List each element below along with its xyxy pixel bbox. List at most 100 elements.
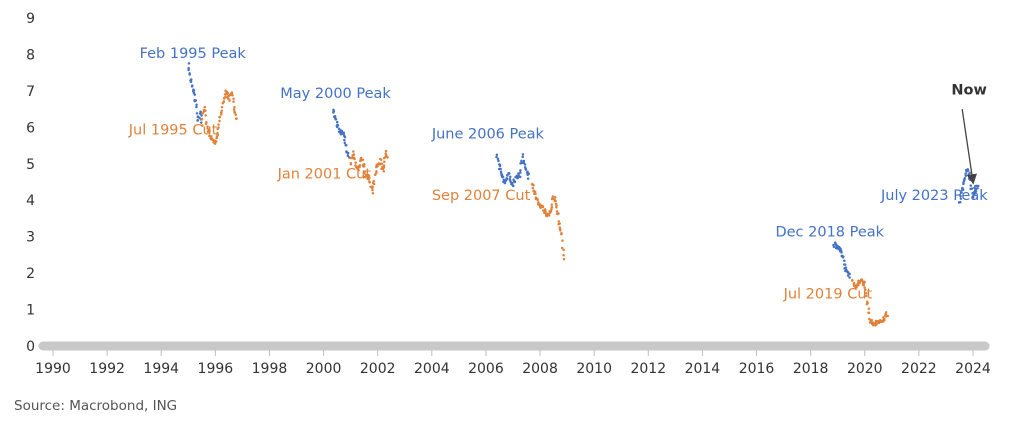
data-point [495, 155, 498, 159]
data-point [884, 311, 888, 314]
data-point [203, 105, 206, 109]
data-point [188, 73, 191, 76]
data-point [541, 205, 544, 208]
data-point [558, 222, 561, 225]
x-tick-label: 2014 [685, 361, 721, 377]
series-layer [187, 62, 980, 327]
data-point [217, 123, 220, 126]
x-tick-label: 2012 [630, 361, 666, 377]
data-point [517, 172, 520, 176]
data-point [193, 93, 197, 96]
data-point [194, 99, 197, 102]
data-point [862, 284, 865, 287]
data-point [203, 109, 207, 113]
data-point [195, 103, 198, 107]
data-point [969, 178, 972, 182]
data-point [562, 254, 565, 257]
data-point [534, 192, 537, 196]
data-point [363, 172, 366, 175]
data-point [972, 195, 975, 199]
data-point [562, 248, 565, 252]
data-point [199, 110, 202, 113]
annotation-layer: Feb 1995 Peak Jul 1995 Cut May 2000 Peak Ja… [128, 46, 988, 303]
data-point [382, 166, 386, 169]
data-point [543, 208, 547, 211]
data-point [206, 125, 209, 128]
y-tick-label: 9 [26, 11, 35, 27]
data-point [963, 176, 967, 180]
data-point [512, 184, 515, 188]
annotation-label: Feb 1995 Peak [140, 46, 247, 62]
data-point [204, 114, 207, 117]
data-point [883, 317, 886, 321]
data-point [969, 184, 972, 187]
data-point [346, 154, 350, 157]
data-point [846, 274, 850, 277]
data-point [234, 113, 238, 116]
data-point [372, 179, 376, 183]
data-point [218, 119, 221, 123]
y-tick-label: 8 [26, 47, 35, 63]
y-tick-label: 4 [26, 193, 35, 209]
data-point [868, 317, 871, 321]
source-note: Source: Macrobond, ING [14, 398, 178, 414]
data-point [213, 142, 217, 145]
data-point [509, 175, 512, 178]
series-9 [957, 168, 980, 204]
data-point [532, 184, 535, 187]
data-point [959, 197, 963, 200]
data-point [964, 172, 967, 175]
data-point [342, 131, 345, 134]
data-point [382, 164, 386, 167]
data-point [220, 105, 224, 109]
data-point [867, 307, 871, 310]
x-tick-label: 2006 [468, 361, 504, 377]
data-point [383, 160, 386, 164]
data-point [526, 177, 530, 180]
data-point [199, 121, 203, 124]
data-point [375, 170, 378, 173]
data-point [858, 281, 861, 285]
data-point [555, 206, 558, 209]
data-point [519, 171, 522, 174]
data-point [496, 157, 500, 161]
data-point [359, 156, 363, 160]
data-point [352, 150, 355, 153]
data-point [843, 263, 847, 266]
data-point [863, 286, 866, 289]
data-point [544, 210, 547, 213]
data-point [352, 153, 356, 156]
data-point [384, 149, 388, 153]
data-point [960, 191, 963, 194]
annotation-label: June 2006 Peak [431, 126, 545, 142]
data-point [848, 276, 851, 279]
data-point [526, 170, 529, 174]
data-point [204, 122, 208, 126]
data-point [561, 239, 564, 242]
data-point [358, 164, 362, 167]
data-point [195, 105, 198, 109]
data-point [220, 109, 223, 113]
data-point [231, 94, 234, 97]
axis-layer: 1990 1992 1994 1996 1998 2000 2002 2004 2006 2008… [26, 11, 991, 377]
y-tick-label: 2 [26, 266, 35, 282]
data-point [382, 170, 386, 173]
data-point [499, 167, 502, 171]
data-point [873, 322, 876, 325]
data-point [550, 203, 554, 206]
data-point [840, 251, 843, 254]
data-point [968, 171, 971, 175]
data-point [343, 141, 347, 145]
data-point [346, 152, 350, 155]
data-point [233, 106, 236, 109]
data-point [554, 199, 557, 203]
data-point [354, 161, 357, 164]
data-point [974, 190, 978, 193]
data-point [187, 68, 190, 72]
series-1 [187, 62, 203, 124]
data-point [362, 162, 366, 166]
data-point [235, 117, 238, 120]
now-arrow [961, 109, 977, 185]
data-point [208, 129, 211, 132]
data-point [976, 184, 980, 188]
